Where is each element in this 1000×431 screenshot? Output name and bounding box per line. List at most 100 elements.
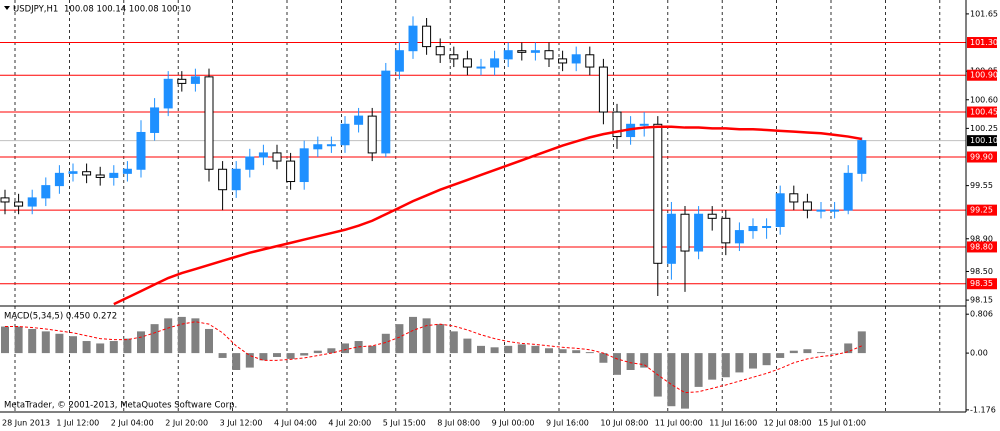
x-tick-label: 12 Jul 08:00 [764,419,812,428]
y-tick-label: -1.176 [970,405,996,414]
histogram-bar [150,324,159,354]
histogram-bar [789,350,798,354]
histogram-bar [55,333,64,354]
candle-body [231,168,241,191]
candle-body [272,152,282,162]
histogram-bar [721,353,730,378]
histogram-bar [558,349,567,354]
histogram-bar [14,326,23,354]
histogram-bar [395,324,404,354]
candle-body [734,230,744,244]
histogram-bar [436,324,445,354]
header-icon [4,6,10,10]
level-label-box [967,151,997,163]
level-label-box [967,204,997,216]
histogram-bar [286,353,295,359]
y-tick-label: 0.00 [970,349,988,358]
x-tick-label: 2 Jul 04:00 [111,419,154,428]
histogram-bar [327,348,336,354]
histogram-bar [694,353,703,387]
x-tick-label: 5 Jul 15:00 [383,419,426,428]
histogram-bar [123,338,132,354]
x-tick-label: 9 Jul 00:00 [492,419,535,428]
candle-body [816,209,826,212]
histogram-bar [749,353,757,369]
y-tick-label: 101.65 [970,9,998,18]
level-label-box [967,37,997,49]
histogram-bar [776,353,785,358]
copyright: MetaTrader, © 2001-2013, MetaQuotes Soft… [4,401,237,411]
candle-body [558,58,568,64]
candle-body [408,25,418,52]
histogram-bar [531,345,540,354]
y-tick-label: 98.50 [970,267,993,276]
histogram-bar [545,348,553,354]
candle-body [680,213,690,252]
level-label: 100.45 [970,108,998,117]
candle-body [653,123,663,264]
x-tick-label: 15 Jul 01:00 [818,419,866,428]
histogram-bar [477,345,485,354]
histogram-bar [273,353,281,357]
x-tick-label: 11 Jul 00:00 [655,419,703,428]
histogram-bar [599,353,608,363]
candle-body [707,213,717,219]
candle-body [109,172,119,178]
candle-body [476,66,486,69]
histogram-bar [708,353,717,380]
histogram-bar [164,318,173,354]
histogram-bar [191,318,200,354]
histogram-bar [517,344,526,354]
candle-body [585,54,595,68]
candle-body [299,148,309,183]
candle-body [190,76,200,84]
candle-body [789,193,799,203]
candle-body [598,66,608,113]
y-tick-label: 98.90 [970,234,993,243]
level-label-box [967,278,997,290]
candle-body [177,78,187,84]
candle-body [136,131,146,170]
level-label: 98.35 [970,279,993,288]
moving-average [113,125,863,306]
histogram-bar [504,345,513,354]
candle-body [544,50,554,60]
level-label: 99.25 [970,206,993,215]
histogram-bar [735,353,744,373]
last-price-label: 100.10 [970,136,998,145]
level-label: 99.90 [970,152,993,161]
histogram-bar [82,341,91,354]
histogram-bar [232,353,241,370]
histogram-bar [463,338,472,354]
y-tick-label: 98.15 [970,296,993,305]
histogram-bar [245,353,254,368]
candle-body [354,115,364,125]
histogram-bar [409,316,417,354]
histogram-bar [449,331,458,354]
histogram-bar [667,353,676,407]
histogram-bar [681,353,689,409]
candle-body [286,160,296,183]
histogram-bar [857,331,866,354]
x-tick-label: 9 Jul 16:00 [546,419,589,428]
candle-body [721,217,731,244]
histogram-bar [313,350,322,354]
level-label-box [967,241,997,253]
candle-body [14,201,24,207]
candle-body [422,25,432,48]
macd-title: MACD(5,34,5) 0.450 0.272 [4,312,117,322]
candle-body [41,185,51,199]
candle-body [612,111,622,138]
candle-body [95,174,105,178]
level-label-box [967,69,997,81]
histogram-bar [490,347,499,354]
candle-body [666,213,676,264]
candle-body [490,58,500,68]
last-price-box [967,135,997,147]
histogram-bar [762,353,771,366]
histogram-bar [69,336,77,354]
candle-body [449,54,459,60]
candle-body [326,144,336,147]
symbol-title: USDJPY,H1 [13,5,58,15]
